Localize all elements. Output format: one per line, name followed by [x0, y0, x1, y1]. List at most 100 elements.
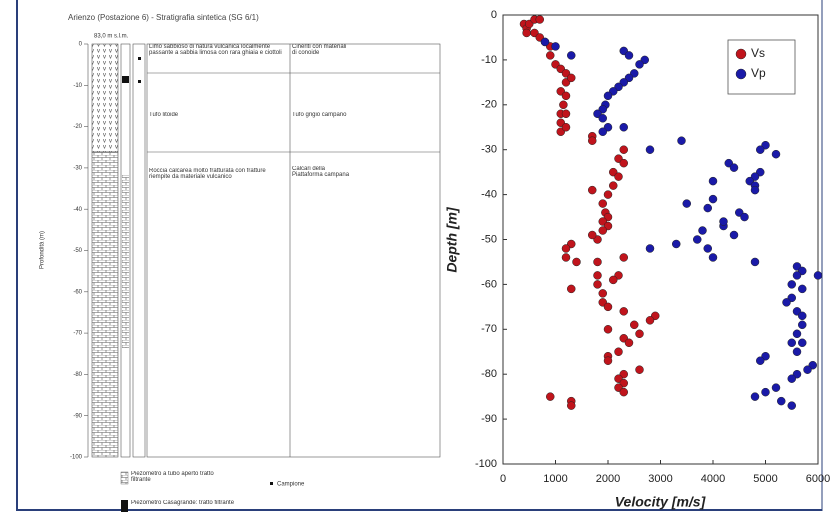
y-tick-label: -50 — [481, 233, 497, 245]
point — [546, 392, 555, 401]
legend-marker — [735, 48, 747, 60]
point — [522, 28, 531, 38]
point — [740, 212, 749, 222]
point — [603, 356, 613, 365]
layer-unit: Tufo grigio campano — [292, 112, 347, 118]
point — [635, 365, 644, 374]
point — [756, 145, 765, 154]
legend-text: Campione — [277, 482, 305, 488]
log-title: Arienzo (Postazione 6) - Stratigrafia si… — [68, 13, 259, 22]
limestone-fill — [91, 151, 119, 458]
point — [703, 244, 712, 253]
point — [535, 15, 544, 24]
point — [588, 136, 597, 145]
legend-swatch — [270, 482, 273, 485]
log-tick-label: -10 — [73, 83, 82, 89]
point — [540, 37, 550, 47]
point — [708, 176, 718, 186]
point — [777, 396, 786, 406]
point — [567, 51, 576, 60]
point — [792, 347, 802, 356]
point — [635, 60, 644, 69]
point — [593, 257, 602, 267]
legend-box — [727, 39, 796, 95]
y-tick-label: -100 — [475, 458, 497, 470]
point — [771, 383, 781, 392]
point — [750, 185, 760, 195]
point — [588, 230, 597, 240]
point — [719, 217, 728, 226]
point — [708, 194, 718, 204]
point — [598, 127, 607, 136]
y-tick-label: -80 — [481, 368, 497, 380]
point — [572, 257, 581, 267]
point — [561, 91, 571, 101]
point — [624, 51, 634, 60]
point — [609, 275, 618, 285]
point — [598, 226, 607, 235]
point — [729, 230, 739, 240]
point — [787, 401, 796, 410]
point — [588, 185, 597, 195]
point — [792, 271, 802, 280]
point — [645, 316, 655, 325]
point — [708, 253, 718, 262]
x-axis-label: Velocity [m/s] — [615, 494, 707, 510]
legend-text: Piezometro Casagrande: tratto filtrante — [131, 500, 235, 506]
point — [619, 307, 628, 316]
point — [619, 145, 628, 154]
point — [645, 145, 655, 154]
layer-description: Limo sabbioso di natura vulcanica localm… — [149, 44, 282, 56]
layer-unit: Cineriti con materiali di conoide — [292, 44, 347, 56]
log-tick-label: -60 — [73, 289, 82, 295]
point — [787, 374, 796, 383]
point — [750, 257, 760, 267]
log-tick-label: -30 — [73, 165, 82, 171]
log-tick-label: -50 — [73, 248, 82, 254]
point — [603, 91, 613, 101]
point — [614, 172, 623, 181]
point — [750, 392, 760, 401]
legend-text: Piezometro a tubo aperto tratto filtrant… — [131, 471, 214, 483]
point — [593, 271, 602, 280]
y-tick-label: -70 — [481, 323, 497, 335]
y-axis-label: Depth [m] — [444, 206, 460, 273]
y-tick-label: -20 — [481, 99, 497, 111]
point — [630, 320, 639, 330]
point — [561, 123, 571, 132]
point — [598, 199, 607, 208]
log-tick-label: -100 — [70, 455, 83, 461]
point — [603, 302, 613, 312]
sample — [138, 57, 141, 60]
point — [598, 289, 607, 298]
log-tick-label: -90 — [73, 413, 82, 419]
point — [645, 244, 655, 253]
point — [761, 387, 770, 397]
point — [603, 190, 613, 199]
x-tick-label: 2000 — [596, 473, 620, 485]
point — [546, 51, 555, 60]
point — [567, 73, 576, 83]
piezometer — [120, 43, 131, 458]
point — [635, 329, 644, 339]
point — [803, 365, 812, 374]
point — [619, 253, 628, 262]
sample — [138, 80, 141, 83]
y-tick-label: -10 — [481, 54, 497, 66]
x-tick-label: 4000 — [701, 473, 725, 485]
layer-unit: Calcari della Piattaforma campana — [292, 166, 350, 178]
x-tick-label: 5000 — [753, 473, 777, 485]
description-box — [146, 43, 441, 458]
sample-column — [132, 43, 146, 458]
point — [561, 253, 571, 262]
point — [682, 199, 691, 208]
point — [798, 311, 807, 321]
point — [619, 387, 628, 397]
layer-description: Tufo litoide — [149, 112, 179, 118]
point — [698, 226, 707, 235]
point — [614, 347, 623, 356]
log-tick-label: -70 — [73, 331, 82, 337]
point — [782, 298, 791, 307]
point — [561, 109, 571, 119]
point — [593, 280, 602, 289]
